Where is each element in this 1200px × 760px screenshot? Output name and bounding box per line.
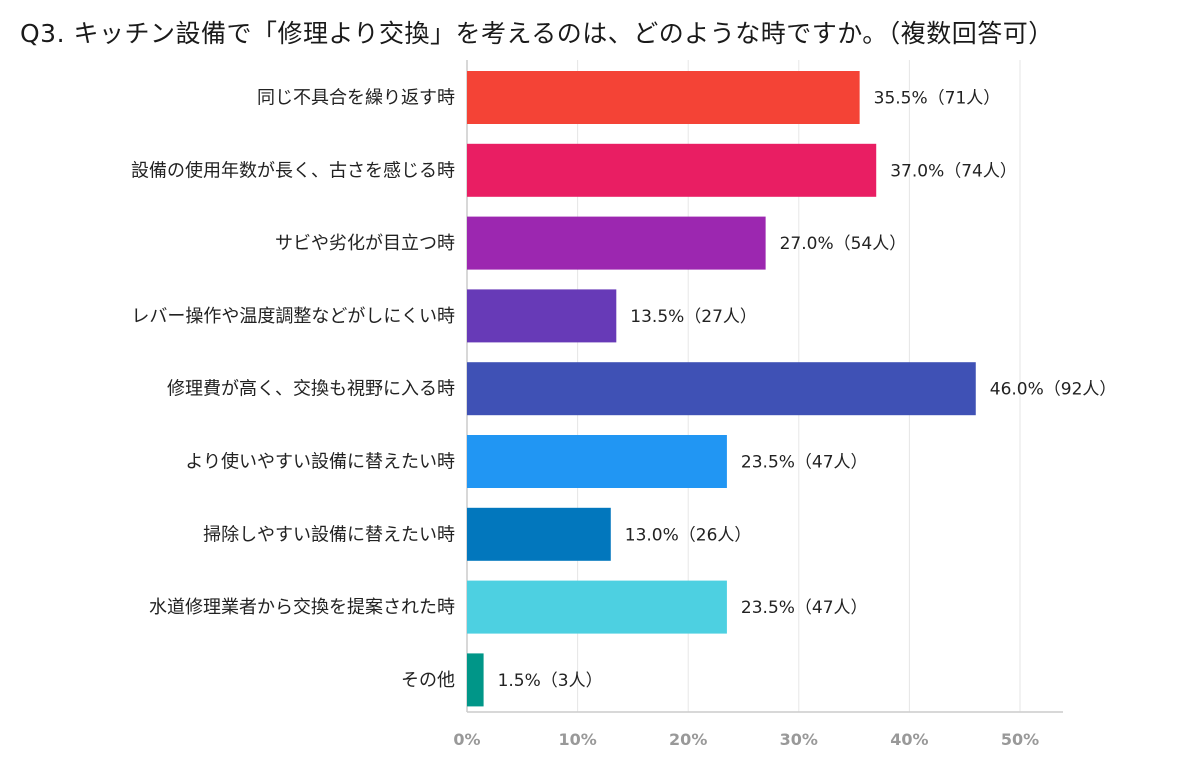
- data-label: 46.0%（92人）: [990, 380, 1117, 400]
- data-label: 37.0%（74人）: [890, 161, 1017, 181]
- x-tick-label: 40%: [890, 730, 928, 749]
- x-tick-label: 50%: [1001, 730, 1039, 749]
- data-label: 35.5%（71人）: [874, 89, 1001, 109]
- data-label: 23.5%（47人）: [741, 598, 868, 618]
- data-label: 23.5%（47人）: [741, 453, 868, 473]
- data-label: 27.0%（54人）: [780, 234, 907, 254]
- x-tick-label: 30%: [780, 730, 818, 749]
- category-label: 掃除しやすい設備に替えたい時: [203, 524, 455, 545]
- x-tick-label: 0%: [453, 730, 480, 749]
- category-label: 設備の使用年数が長く、古さを感じる時: [131, 160, 455, 181]
- bar: [467, 362, 976, 416]
- data-label: 13.0%（26人）: [625, 525, 752, 545]
- data-label: 1.5%（3人）: [498, 671, 603, 691]
- category-label: より使いやすい設備に替えたい時: [185, 452, 455, 473]
- category-label: その他: [401, 670, 455, 691]
- bar: [467, 216, 766, 270]
- bar: [467, 289, 617, 343]
- bar: [467, 653, 484, 707]
- bar: [467, 580, 727, 634]
- category-label: 同じ不具合を繰り返す時: [257, 88, 455, 109]
- bar: [467, 435, 727, 488]
- bar: [467, 71, 860, 124]
- category-label: 水道修理業者から交換を提案された時: [149, 597, 455, 618]
- chart-title: Q3. キッチン設備で「修理より交換」を考えるのは、どのような時ですか。（複数回…: [20, 19, 1054, 48]
- category-label: サビや劣化が目立つ時: [275, 233, 455, 254]
- category-label: レバー操作や温度調整などがしにくい時: [131, 306, 455, 327]
- category-label: 修理費が高く、交換も視野に入る時: [167, 379, 455, 400]
- bar: [467, 507, 611, 561]
- x-tick-label: 10%: [558, 730, 596, 749]
- data-label: 13.5%（27人）: [630, 307, 757, 327]
- bar: [467, 143, 877, 197]
- x-tick-label: 20%: [669, 730, 707, 749]
